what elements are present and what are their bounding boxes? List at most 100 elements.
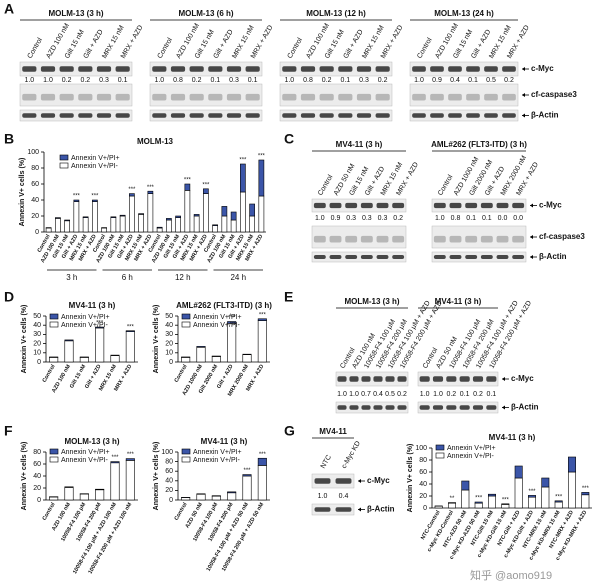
band bbox=[484, 113, 498, 118]
significance: *** bbox=[91, 194, 99, 200]
band bbox=[22, 93, 37, 101]
blot-strip bbox=[417, 401, 499, 414]
bar-segment bbox=[64, 487, 74, 501]
bar-segment bbox=[501, 504, 510, 509]
y-tick-label: 100 bbox=[161, 449, 173, 456]
significance: *** bbox=[555, 494, 563, 500]
band-quant: 1.0 bbox=[337, 391, 347, 398]
band bbox=[170, 113, 186, 118]
arrow-head bbox=[522, 113, 525, 118]
legend-label: Annexin V+/PI- bbox=[193, 322, 241, 329]
band bbox=[385, 376, 395, 382]
y-tick-label: 0 bbox=[423, 505, 427, 512]
band bbox=[502, 66, 516, 72]
band bbox=[512, 235, 525, 243]
bar-segment bbox=[125, 331, 135, 363]
chart-title: MOLM-13 (3 h) bbox=[64, 437, 119, 446]
band bbox=[245, 93, 260, 101]
panel-label: E bbox=[284, 289, 293, 305]
bar-segment bbox=[242, 354, 252, 363]
panel-label: C bbox=[284, 131, 294, 147]
band bbox=[40, 113, 56, 118]
bar-segment bbox=[541, 477, 550, 488]
y-tick-label: 20 bbox=[419, 493, 427, 500]
row-label: c-Myc bbox=[531, 64, 554, 73]
band bbox=[502, 93, 516, 101]
band bbox=[96, 113, 112, 118]
band-quant: 1.0 bbox=[284, 77, 294, 84]
bar-segment bbox=[125, 330, 135, 332]
bar-segment bbox=[92, 199, 98, 202]
band bbox=[208, 66, 223, 72]
y-tick-label: 40 bbox=[33, 322, 41, 329]
band-quant: 0.5 bbox=[486, 77, 496, 84]
y-tick-label: 40 bbox=[165, 322, 173, 329]
blot-strip bbox=[311, 503, 355, 516]
panel-label: F bbox=[4, 423, 13, 439]
bar-segment bbox=[119, 214, 126, 217]
panel-label: B bbox=[4, 131, 14, 147]
legend-label: Annexin V+/PI+ bbox=[193, 449, 242, 456]
x-tick-label: Control bbox=[174, 501, 189, 521]
bar-segment bbox=[212, 224, 218, 226]
band bbox=[480, 255, 493, 259]
band bbox=[59, 113, 74, 118]
blot-title: MV4-11 (3 h) bbox=[435, 297, 482, 306]
band bbox=[465, 235, 478, 243]
band-quant: 0.3 bbox=[229, 77, 239, 84]
band bbox=[115, 93, 130, 101]
bar-segment bbox=[175, 217, 181, 233]
bar-segment bbox=[554, 501, 563, 509]
bar-segment bbox=[64, 340, 74, 363]
bar-segment bbox=[79, 357, 89, 363]
panel-label: D bbox=[4, 289, 14, 305]
row-label: cf-caspase3 bbox=[531, 90, 577, 99]
band bbox=[486, 405, 497, 410]
band bbox=[432, 376, 444, 382]
band-quant: 0.1 bbox=[466, 215, 476, 222]
band bbox=[465, 202, 478, 209]
band-quant: 0.8 bbox=[173, 77, 183, 84]
band bbox=[170, 93, 186, 101]
band bbox=[502, 113, 516, 118]
legend-label: Annexin V+/PI+ bbox=[71, 155, 120, 162]
band bbox=[337, 376, 347, 382]
bar-segment bbox=[55, 217, 61, 219]
band bbox=[446, 376, 457, 382]
lane-label: Control bbox=[416, 36, 434, 59]
band bbox=[466, 113, 480, 118]
bar-segment bbox=[242, 474, 252, 477]
legend-label: Annexin V+/PI+ bbox=[61, 449, 110, 456]
y-tick-label: 80 bbox=[31, 165, 39, 172]
bar-segment bbox=[227, 321, 237, 324]
y-tick-label: 100 bbox=[415, 445, 427, 452]
band bbox=[319, 66, 334, 72]
band-quant: 0.9 bbox=[331, 215, 341, 222]
bar-segment bbox=[110, 462, 120, 501]
band bbox=[375, 113, 390, 118]
band bbox=[282, 93, 297, 101]
row-label: c-Myc bbox=[511, 374, 534, 383]
arrow-head bbox=[522, 67, 525, 71]
arrow-head bbox=[522, 93, 525, 97]
band bbox=[319, 93, 334, 101]
band bbox=[373, 376, 383, 382]
bar-segment bbox=[110, 355, 120, 363]
blot-strip bbox=[279, 61, 393, 77]
bar-segment bbox=[514, 477, 523, 509]
y-tick-label: 50 bbox=[165, 313, 173, 320]
band bbox=[361, 405, 371, 410]
bar-segment bbox=[55, 218, 61, 233]
lane-label: c-Myc KD bbox=[341, 440, 362, 470]
band-quant: 1.0 bbox=[318, 493, 328, 500]
bar-segment bbox=[227, 323, 237, 363]
bar-segment bbox=[73, 201, 80, 233]
band bbox=[115, 66, 130, 72]
lane-label: Control bbox=[157, 36, 175, 59]
band-quant: 0.3 bbox=[362, 215, 372, 222]
band bbox=[449, 235, 462, 243]
band-quant: 0.1 bbox=[486, 391, 496, 398]
band bbox=[226, 93, 242, 101]
band bbox=[329, 255, 342, 259]
bar-segment bbox=[554, 500, 563, 503]
